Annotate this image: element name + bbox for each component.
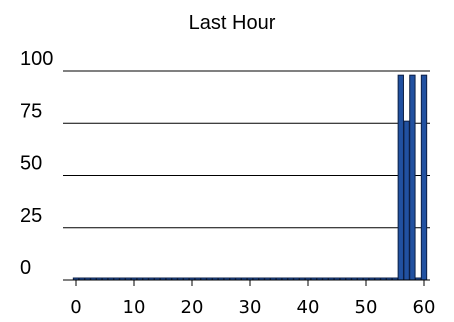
x-tick-label-40: 40 (297, 297, 320, 318)
bar-56 (397, 74, 404, 281)
bar-60 (420, 74, 428, 281)
y-tick-label-75: 75 (20, 100, 42, 122)
x-tick-labels: 0 10 20 30 40 50 60 (70, 280, 435, 318)
x-tick-label-0: 0 (70, 297, 81, 318)
bar-57 (403, 120, 410, 281)
y-tick-label-100: 100 (20, 48, 53, 70)
bars (72, 74, 428, 281)
x-tick-label-30: 30 (239, 297, 262, 318)
chart-title: Last Hour (189, 12, 276, 34)
x-tick-label-50: 50 (355, 297, 378, 318)
bar-58 (409, 74, 416, 281)
x-tick-label-60: 60 (413, 297, 436, 318)
x-tick-label-10: 10 (123, 297, 146, 318)
y-tick-label-0: 0 (20, 257, 31, 279)
y-tick-label-25: 25 (20, 205, 42, 227)
y-tick-label-50: 50 (20, 153, 42, 175)
y-tick-labels: 0 25 50 75 100 (20, 48, 53, 279)
grid-lines (63, 70, 430, 229)
x-tick-label-20: 20 (181, 297, 204, 318)
